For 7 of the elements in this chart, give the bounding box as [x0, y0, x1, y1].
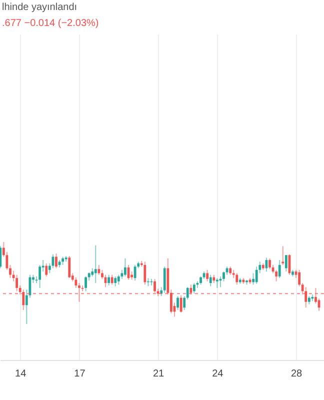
x-tick-label: 24 — [212, 368, 224, 380]
x-tick-label: 28 — [290, 368, 303, 380]
x-tick-label: 14 — [15, 368, 27, 380]
chart-title: lhinde yayınlandı — [2, 2, 78, 13]
x-tick-label: 17 — [74, 368, 86, 380]
x-tick-label: 21 — [152, 368, 165, 380]
chart-subtitle: .677 −0.014 (−2.03%) — [2, 18, 99, 29]
